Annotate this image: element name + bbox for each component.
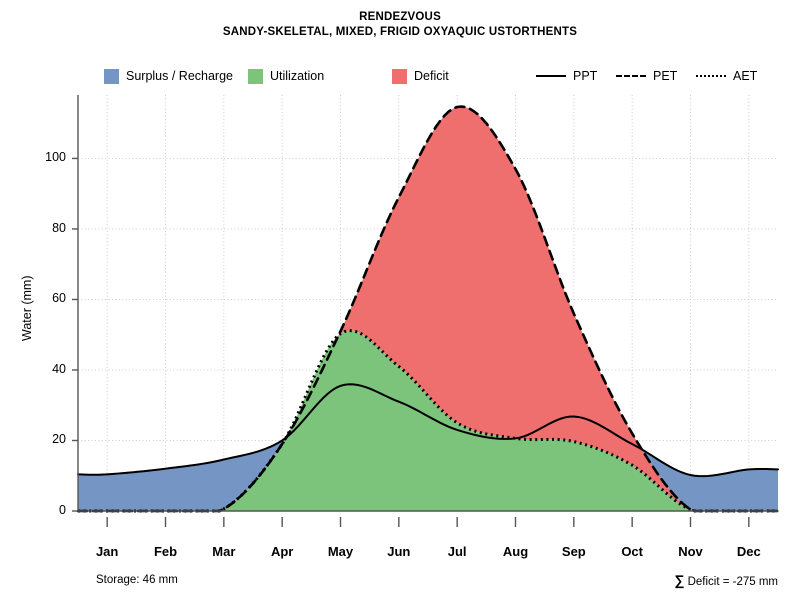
y-tick-label: 20: [52, 432, 66, 447]
x-tick-label: Dec: [736, 544, 761, 559]
y-tick-label: 80: [52, 220, 66, 235]
y-tick-label: 100: [45, 150, 66, 165]
sigma-icon: ∑: [674, 572, 685, 588]
deficit-annotation-text: Deficit = -275 mm: [687, 576, 778, 588]
x-tick-label: Mar: [212, 544, 236, 559]
x-tick-label: Jan: [95, 544, 119, 559]
legend-label-surplus: Surplus / Recharge: [126, 69, 234, 83]
x-tick-label: Feb: [153, 544, 178, 559]
legend-item-deficit: Deficit: [392, 66, 449, 86]
legend-item-utilization: Utilization: [248, 66, 324, 86]
chart-title-line1: RENDEZVOUS: [359, 11, 441, 23]
legend-item-pet: PET: [616, 66, 677, 86]
x-tick-label: May: [327, 544, 354, 559]
deficit-annotation: ∑ Deficit = -275 mm: [674, 572, 778, 588]
legend-item-ppt: PPT: [536, 66, 597, 86]
y-tick-label: 60: [52, 291, 66, 306]
legend-label-deficit: Deficit: [414, 69, 449, 83]
legend-item-surplus: Surplus / Recharge: [104, 66, 233, 86]
legend-swatch-utilization: [248, 68, 263, 84]
chart-title-line2: SANDY-SKELETAL, MIXED, FRIGID OXYAQUIC U…: [222, 26, 578, 38]
x-tick-label: Oct: [621, 544, 643, 559]
y-tick-label: 40: [52, 361, 66, 376]
legend-label-aet: AET: [733, 69, 758, 83]
legend-label-utilization: Utilization: [270, 69, 325, 83]
legend-swatch-surplus: [104, 68, 119, 84]
x-tick-label: Apr: [270, 544, 294, 559]
y-tick-label: 0: [59, 503, 66, 517]
storage-annotation: Storage: 46 mm: [96, 574, 178, 586]
chart-title: RENDEZVOUS SANDY-SKELETAL, MIXED, FRIGID…: [0, 10, 800, 40]
legend-label-ppt: PPT: [573, 69, 598, 83]
legend-swatch-deficit: [392, 68, 407, 84]
legend-line-dotted-icon: [696, 70, 726, 82]
x-tick-label: Jul: [447, 544, 467, 559]
x-tick-label: Sep: [561, 544, 586, 559]
chart-legend: Surplus / Recharge Utilization Deficit P…: [0, 66, 800, 88]
legend-line-solid-icon: [536, 70, 566, 82]
x-tick-label: Nov: [678, 544, 703, 559]
x-tick-label: Jun: [387, 544, 411, 559]
series-line-ppt: [77, 383, 779, 478]
legend-item-aet: AET: [696, 66, 757, 86]
x-tick-label: Aug: [502, 544, 529, 559]
legend-line-dashed-icon: [616, 70, 646, 82]
legend-label-pet: PET: [653, 69, 678, 83]
